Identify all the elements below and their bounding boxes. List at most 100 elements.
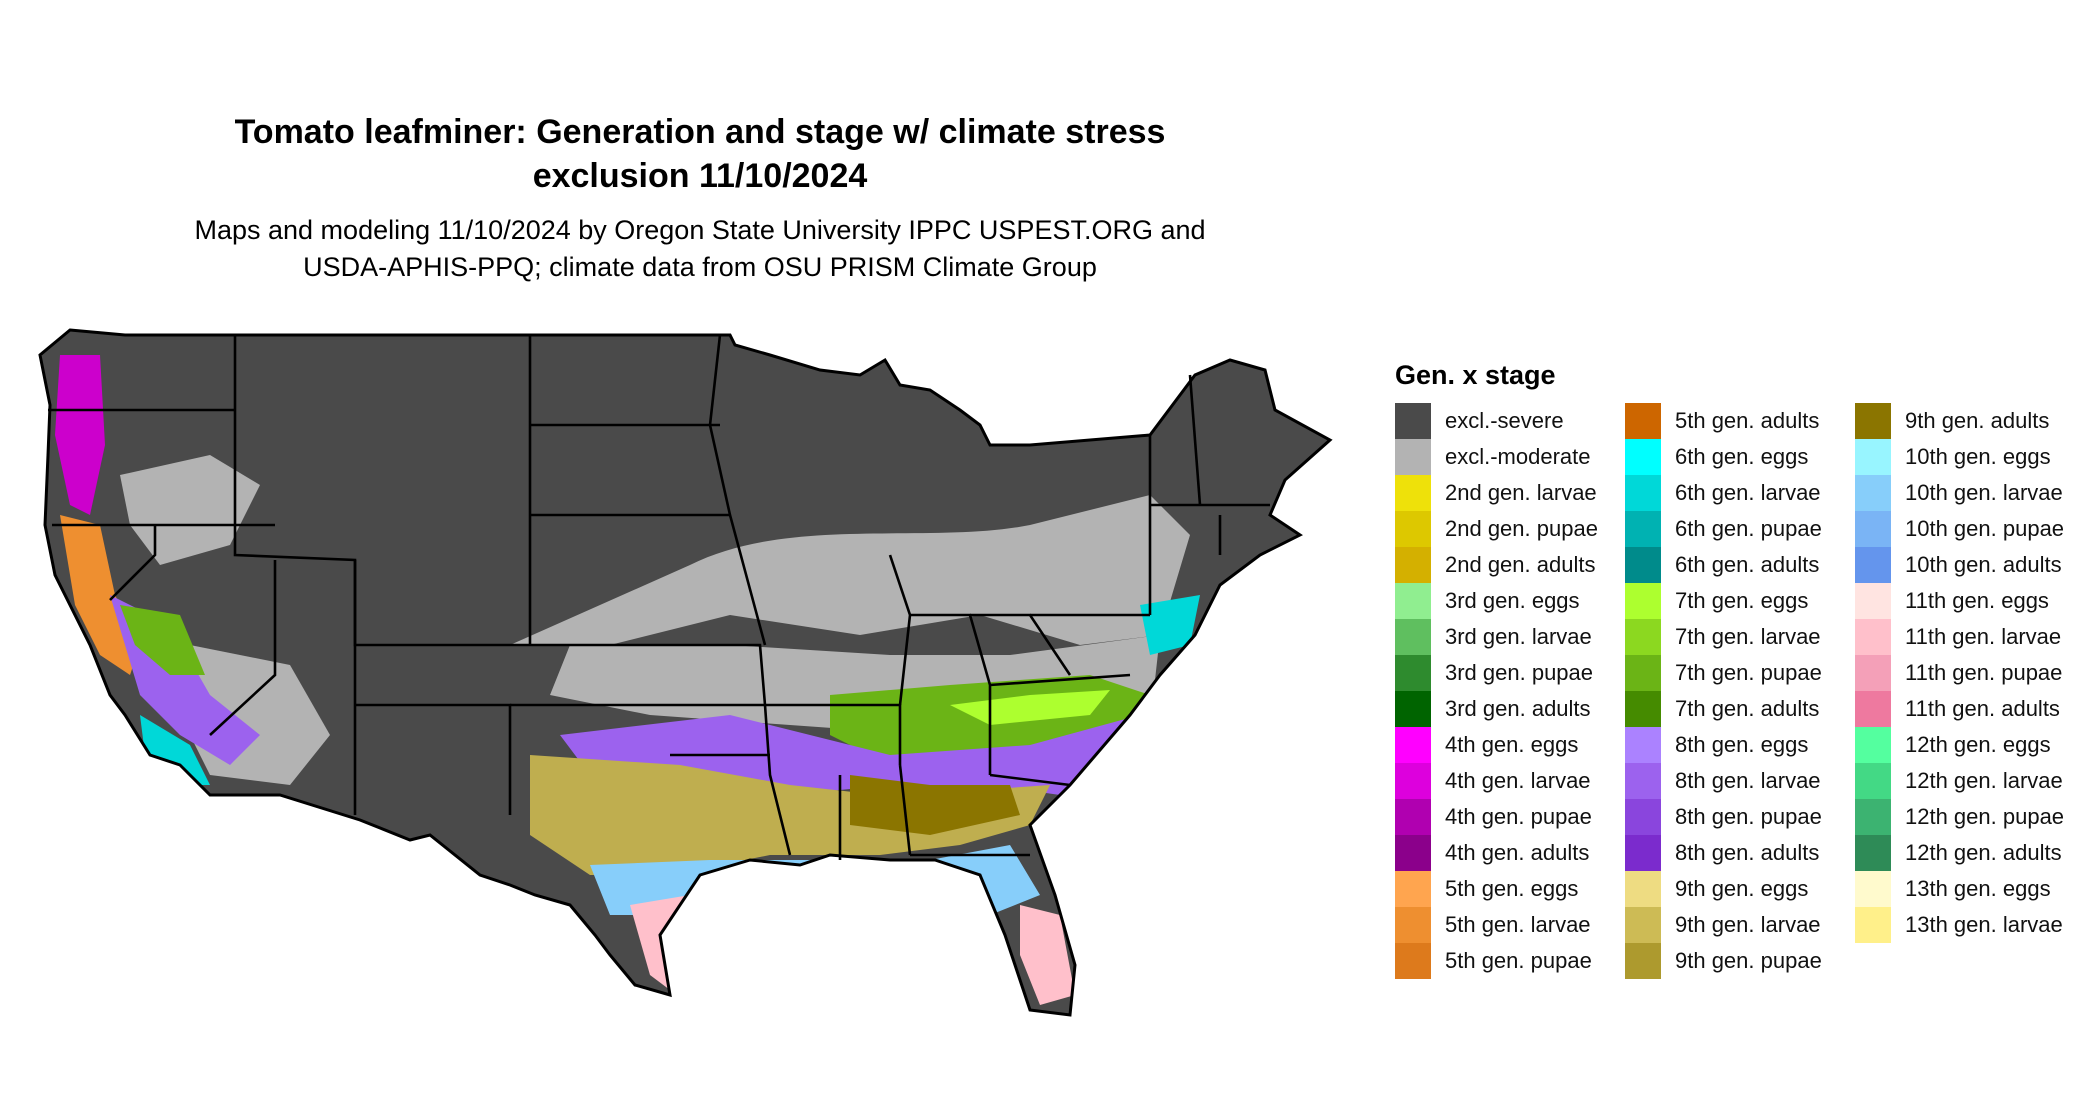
legend-item: 10th gen. adults xyxy=(1855,547,2062,583)
legend-label: 11th gen. eggs xyxy=(1905,588,2049,613)
zone-7th-gen-california xyxy=(120,605,205,675)
legend-label: 11th gen. adults xyxy=(1905,696,2060,721)
legend-swatch xyxy=(1395,583,1431,619)
legend-item: 10th gen. pupae xyxy=(1855,511,2064,547)
legend-swatch xyxy=(1395,799,1431,835)
legend-item: 10th gen. eggs xyxy=(1855,439,2051,475)
legend-label: 10th gen. adults xyxy=(1905,552,2062,577)
legend-label: 6th gen. adults xyxy=(1675,552,1820,577)
legend-label: 10th gen. eggs xyxy=(1905,444,2051,469)
legend-label: 9th gen. pupae xyxy=(1675,948,1822,973)
legend-item: 12th gen. pupae xyxy=(1855,799,2064,835)
legend-label: 4th gen. eggs xyxy=(1445,732,1579,757)
legend-label: 6th gen. eggs xyxy=(1675,444,1809,469)
legend-item: 5th gen. adults xyxy=(1625,403,1819,439)
map-subtitle-line2: USDA-APHIS-PPQ; climate data from OSU PR… xyxy=(303,252,1097,282)
legend-label: 4th gen. larvae xyxy=(1445,768,1591,793)
legend-item: 11th gen. larvae xyxy=(1855,619,2061,655)
legend-swatch xyxy=(1625,403,1661,439)
state-borders xyxy=(48,334,1270,860)
legend-label: excl.-moderate xyxy=(1445,444,1591,469)
legend-item: 8th gen. pupae xyxy=(1625,799,1822,835)
legend-swatch xyxy=(1855,475,1891,511)
legend-swatch xyxy=(1855,583,1891,619)
legend-label: 12th gen. adults xyxy=(1905,840,2062,865)
legend-label: 3rd gen. eggs xyxy=(1445,588,1580,613)
legend-label: 12th gen. larvae xyxy=(1905,768,2063,793)
legend-swatch xyxy=(1625,907,1661,943)
zone-6th-gen-chesapeake xyxy=(1140,595,1200,655)
legend-label: 4th gen. pupae xyxy=(1445,804,1592,829)
legend-swatch xyxy=(1855,511,1891,547)
legend-swatch xyxy=(1395,403,1431,439)
legend-item: 6th gen. eggs xyxy=(1625,439,1808,475)
legend-item: excl.-severe xyxy=(1395,403,1564,439)
legend-item: 6th gen. pupae xyxy=(1625,511,1822,547)
legend-swatch xyxy=(1395,511,1431,547)
legend-label: 8th gen. eggs xyxy=(1675,732,1809,757)
legend-item: 2nd gen. larvae xyxy=(1395,475,1597,511)
legend-item: 9th gen. adults xyxy=(1855,403,2049,439)
legend-item: 4th gen. eggs xyxy=(1395,727,1578,763)
legend-label: 7th gen. adults xyxy=(1675,696,1820,721)
legend-item: 13th gen. eggs xyxy=(1855,871,2051,907)
legend-label: 11th gen. larvae xyxy=(1905,624,2062,649)
legend-swatch xyxy=(1395,871,1431,907)
legend-label: 3rd gen. pupae xyxy=(1445,660,1594,685)
legend-item: 5th gen. eggs xyxy=(1395,871,1578,907)
legend-label: 5th gen. pupae xyxy=(1445,948,1592,973)
legend-item: 9th gen. pupae xyxy=(1625,943,1822,979)
legend-item: 7th gen. adults xyxy=(1625,691,1819,727)
legend-label: 11th gen. pupae xyxy=(1905,660,2063,685)
legend-item: 12th gen. larvae xyxy=(1855,763,2063,799)
legend-item: 11th gen. eggs xyxy=(1855,583,2049,619)
legend-swatch xyxy=(1855,439,1891,475)
legend-item: 4th gen. adults xyxy=(1395,835,1589,871)
zone-excl-moderate-east xyxy=(510,495,1190,645)
legend-swatch xyxy=(1625,583,1661,619)
legend-swatch xyxy=(1855,403,1891,439)
zone-9th-gen xyxy=(530,755,1050,875)
legend-swatch xyxy=(1395,439,1431,475)
legend-swatch xyxy=(1855,871,1891,907)
legend-label: 2nd gen. pupae xyxy=(1445,516,1598,541)
legend-label: 13th gen. eggs xyxy=(1905,876,2051,901)
legend-label: 13th gen. larvae xyxy=(1905,912,2063,937)
legend-label: 5th gen. adults xyxy=(1675,408,1820,433)
legend-swatch xyxy=(1855,655,1891,691)
legend-swatch xyxy=(1625,763,1661,799)
legend-swatch xyxy=(1625,439,1661,475)
legend-item: 7th gen. pupae xyxy=(1625,655,1822,691)
legend-item: 2nd gen. adults xyxy=(1395,547,1595,583)
legend-swatch xyxy=(1855,907,1891,943)
legend-item: 10th gen. larvae xyxy=(1855,475,2063,511)
legend-item: 12th gen. eggs xyxy=(1855,727,2051,763)
legend-label: 8th gen. larvae xyxy=(1675,768,1821,793)
legend-swatch xyxy=(1625,799,1661,835)
legend-swatch xyxy=(1625,547,1661,583)
legend-label: 5th gen. larvae xyxy=(1445,912,1591,937)
legend-item: 3rd gen. larvae xyxy=(1395,619,1592,655)
legend-swatch xyxy=(1395,835,1431,871)
legend-swatch xyxy=(1625,871,1661,907)
legend-item: 11th gen. adults xyxy=(1855,691,2060,727)
legend-item: 6th gen. larvae xyxy=(1625,475,1821,511)
us-outline xyxy=(38,328,1333,1017)
us-map xyxy=(38,328,1333,1017)
legend-label: 9th gen. adults xyxy=(1905,408,2050,433)
legend-swatch xyxy=(1395,655,1431,691)
legend-label: 10th gen. larvae xyxy=(1905,480,2063,505)
legend-title: Gen. x stage xyxy=(1395,360,1556,390)
legend-label: 9th gen. eggs xyxy=(1675,876,1809,901)
legend-item: 5th gen. pupae xyxy=(1395,943,1592,979)
legend-item: 13th gen. larvae xyxy=(1855,907,2063,943)
legend-swatch xyxy=(1395,475,1431,511)
legend-item: 11th gen. pupae xyxy=(1855,655,2062,691)
legend-swatch xyxy=(1855,547,1891,583)
legend-swatch xyxy=(1395,727,1431,763)
legend-swatch xyxy=(1395,547,1431,583)
legend-swatch xyxy=(1625,943,1661,979)
legend-swatch xyxy=(1395,619,1431,655)
legend-item: 12th gen. adults xyxy=(1855,835,2062,871)
legend-item: 3rd gen. adults xyxy=(1395,691,1591,727)
